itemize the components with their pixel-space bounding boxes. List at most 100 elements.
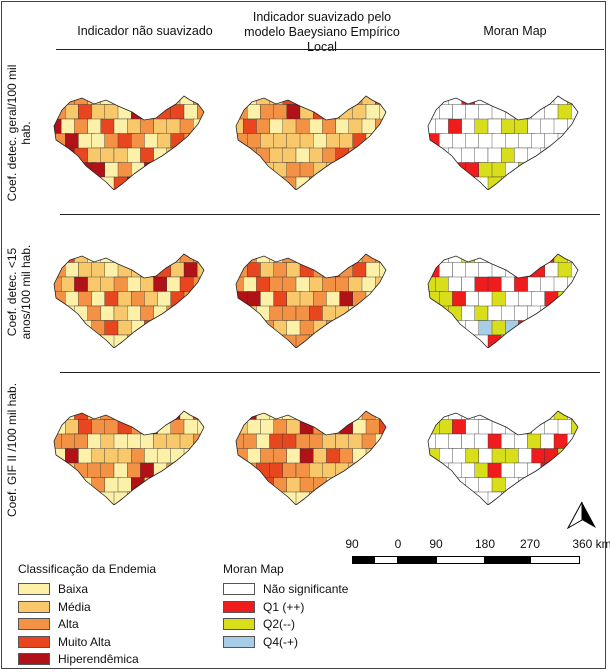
municipality [282,462,297,478]
municipality [566,176,578,190]
municipality [335,176,353,190]
municipality [74,433,88,449]
municipality [256,147,271,165]
municipality [130,320,147,339]
municipality [527,276,543,294]
municipality [461,254,476,264]
municipality [531,477,546,494]
municipality [378,448,386,464]
municipality [540,176,556,190]
municipality [192,118,204,137]
municipality [54,254,62,263]
municipality [308,491,323,505]
municipality [192,411,204,421]
municipality [308,334,323,348]
municipality [179,176,197,190]
row-label-menor15: Coef. detec. <15 anos/100 mil hab. [5,244,33,340]
municipality [544,320,562,336]
municipality [54,491,65,505]
municipality [91,133,105,149]
municipality [247,477,263,493]
municipality [247,104,261,120]
municipality [570,477,578,495]
municipality [448,491,464,505]
municipality [474,96,492,105]
municipality [465,448,479,464]
municipality [374,118,386,137]
municipality [153,433,169,451]
legend-item-label: Baixa [58,582,89,596]
municipality [352,448,369,466]
municipality [196,320,204,338]
municipality [157,162,172,179]
municipality [126,176,141,190]
municipality [130,448,146,465]
municipality [553,305,570,323]
scale-bar-label: 360 km [572,537,610,551]
municipality [282,305,297,321]
municipality [527,433,543,451]
municipality [448,147,463,165]
municipality [183,448,202,465]
municipality [322,334,338,348]
municipality [113,433,129,450]
municipality [527,176,545,190]
municipality [540,305,555,324]
municipality [196,291,204,307]
municipality [348,147,363,166]
municipality [491,162,506,178]
municipality [192,334,204,348]
municipality [448,276,462,292]
municipality [286,419,302,436]
municipality [166,491,182,505]
municipality [100,96,118,105]
municipality [65,162,81,178]
municipality [74,118,88,134]
municipality [236,462,246,478]
municipality [335,334,353,348]
map-geral-smoothed [235,95,387,190]
municipality [570,419,578,437]
municipality [196,448,204,464]
scale-bar-label: 270 [519,537,541,551]
municipality [553,334,571,348]
municipality [566,96,578,106]
municipality [374,305,386,322]
municipality [566,118,578,137]
municipality [500,334,515,348]
municipality [348,491,364,505]
municipality [500,411,517,422]
map-geral-raw [53,95,205,190]
municipality [166,334,182,348]
municipality [236,477,248,494]
municipality [428,491,439,505]
municipality [256,433,270,449]
municipality [256,276,270,292]
municipality [170,419,186,435]
municipality [54,477,66,494]
municipality [428,462,438,478]
municipality [465,133,479,149]
municipality [54,147,64,163]
municipality [527,254,542,263]
municipality [308,254,325,265]
municipality [170,448,187,466]
municipality [312,320,329,339]
municipality [236,334,247,348]
municipality [140,491,156,505]
municipality [312,162,329,181]
municipality [140,96,158,106]
municipality [236,162,248,179]
municipality [553,147,570,165]
municipality [374,276,386,295]
scale-bar-segment [352,556,374,564]
municipality [236,320,248,337]
state-outline [53,95,205,190]
state-outline [53,253,205,348]
municipality [104,262,120,279]
municipality [570,133,578,149]
map-gif-moran [427,410,579,505]
state-outline [427,95,579,190]
municipality [439,419,453,435]
municipality [100,254,118,263]
